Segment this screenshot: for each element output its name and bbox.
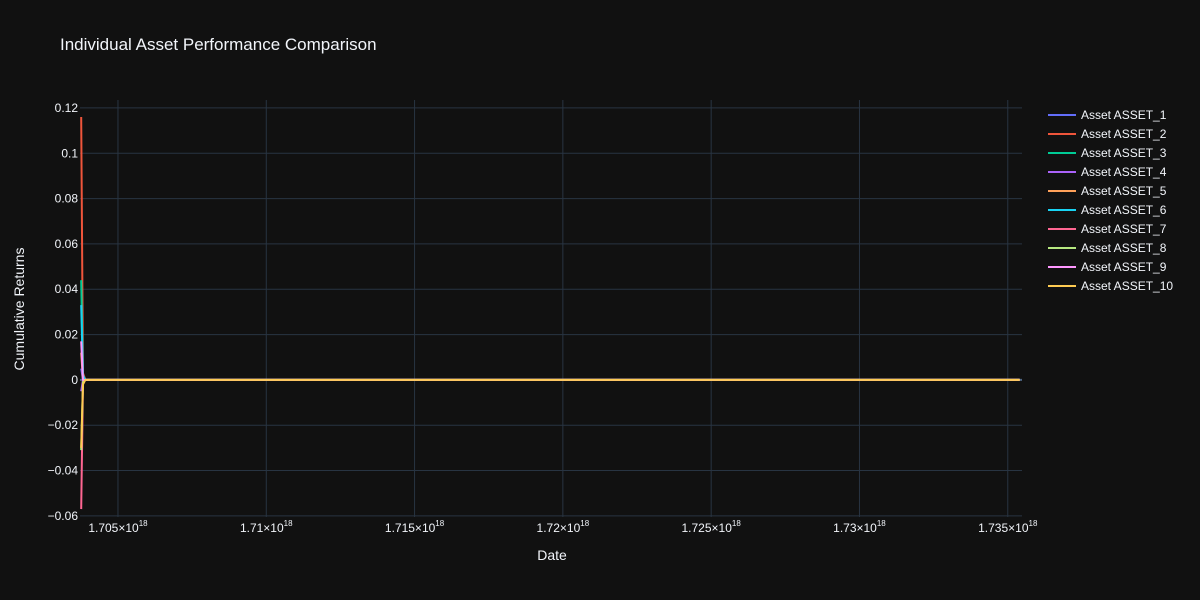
legend-label: Asset ASSET_2 bbox=[1081, 127, 1167, 141]
legend-label: Asset ASSET_3 bbox=[1081, 146, 1167, 160]
legend-label: Asset ASSET_5 bbox=[1081, 184, 1167, 198]
y-tick-label: 0.04 bbox=[55, 282, 79, 296]
y-tick-label: −0.04 bbox=[48, 464, 79, 478]
legend-label: Asset ASSET_8 bbox=[1081, 241, 1167, 255]
legend-item[interactable]: Asset ASSET_5 bbox=[1048, 184, 1167, 198]
y-axis-title: Cumulative Returns bbox=[11, 248, 27, 371]
x-tick-label: 1.71×1018 bbox=[240, 519, 293, 535]
plot-area bbox=[80, 116, 1020, 510]
x-axis-ticks: 1.705×1018 1.71×1018 1.715×1018 1.72×1018 1.… bbox=[88, 519, 1038, 535]
x-tick-label: 1.73×1018 bbox=[833, 519, 886, 535]
series-line-10 bbox=[80, 378, 1020, 448]
legend[interactable]: Asset ASSET_1 Asset ASSET_2 Asset ASSET_3 A… bbox=[1048, 108, 1173, 293]
legend-item[interactable]: Asset ASSET_6 bbox=[1048, 203, 1167, 217]
legend-item[interactable]: Asset ASSET_2 bbox=[1048, 127, 1167, 141]
x-tick-label: 1.72×1018 bbox=[537, 519, 590, 535]
chart-title: Individual Asset Performance Comparison bbox=[60, 35, 377, 54]
legend-label: Asset ASSET_1 bbox=[1081, 108, 1167, 122]
y-tick-label: 0.08 bbox=[55, 192, 79, 206]
y-tick-label: 0.06 bbox=[55, 237, 79, 251]
y-tick-label: −0.02 bbox=[48, 418, 79, 432]
legend-label: Asset ASSET_4 bbox=[1081, 165, 1167, 179]
y-tick-label: −0.06 bbox=[48, 509, 79, 523]
legend-item[interactable]: Asset ASSET_1 bbox=[1048, 108, 1167, 122]
legend-item[interactable]: Asset ASSET_3 bbox=[1048, 146, 1167, 160]
legend-label: Asset ASSET_7 bbox=[1081, 222, 1167, 236]
legend-label: Asset ASSET_9 bbox=[1081, 260, 1167, 274]
x-axis-title: Date bbox=[537, 547, 567, 563]
legend-item[interactable]: Asset ASSET_8 bbox=[1048, 241, 1167, 255]
x-tick-label: 1.725×1018 bbox=[682, 519, 742, 535]
x-tick-label: 1.705×1018 bbox=[88, 519, 148, 535]
legend-item[interactable]: Asset ASSET_10 bbox=[1048, 279, 1173, 293]
legend-item[interactable]: Asset ASSET_7 bbox=[1048, 222, 1167, 236]
legend-item[interactable]: Asset ASSET_4 bbox=[1048, 165, 1167, 179]
y-tick-label: 0.02 bbox=[55, 328, 79, 342]
y-tick-label: 0.1 bbox=[61, 146, 78, 160]
x-tick-label: 1.735×1018 bbox=[978, 519, 1038, 535]
x-tick-label: 1.715×1018 bbox=[385, 519, 445, 535]
y-tick-label: 0.12 bbox=[55, 101, 79, 115]
y-axis-ticks: 0.12 0.1 0.08 0.06 0.04 0.02 0 −0.02 −0.04 −0.06 bbox=[48, 101, 79, 523]
legend-label: Asset ASSET_6 bbox=[1081, 203, 1167, 217]
y-tick-label: 0 bbox=[71, 373, 78, 387]
legend-item[interactable]: Asset ASSET_9 bbox=[1048, 260, 1167, 274]
legend-label: Asset ASSET_10 bbox=[1081, 279, 1173, 293]
